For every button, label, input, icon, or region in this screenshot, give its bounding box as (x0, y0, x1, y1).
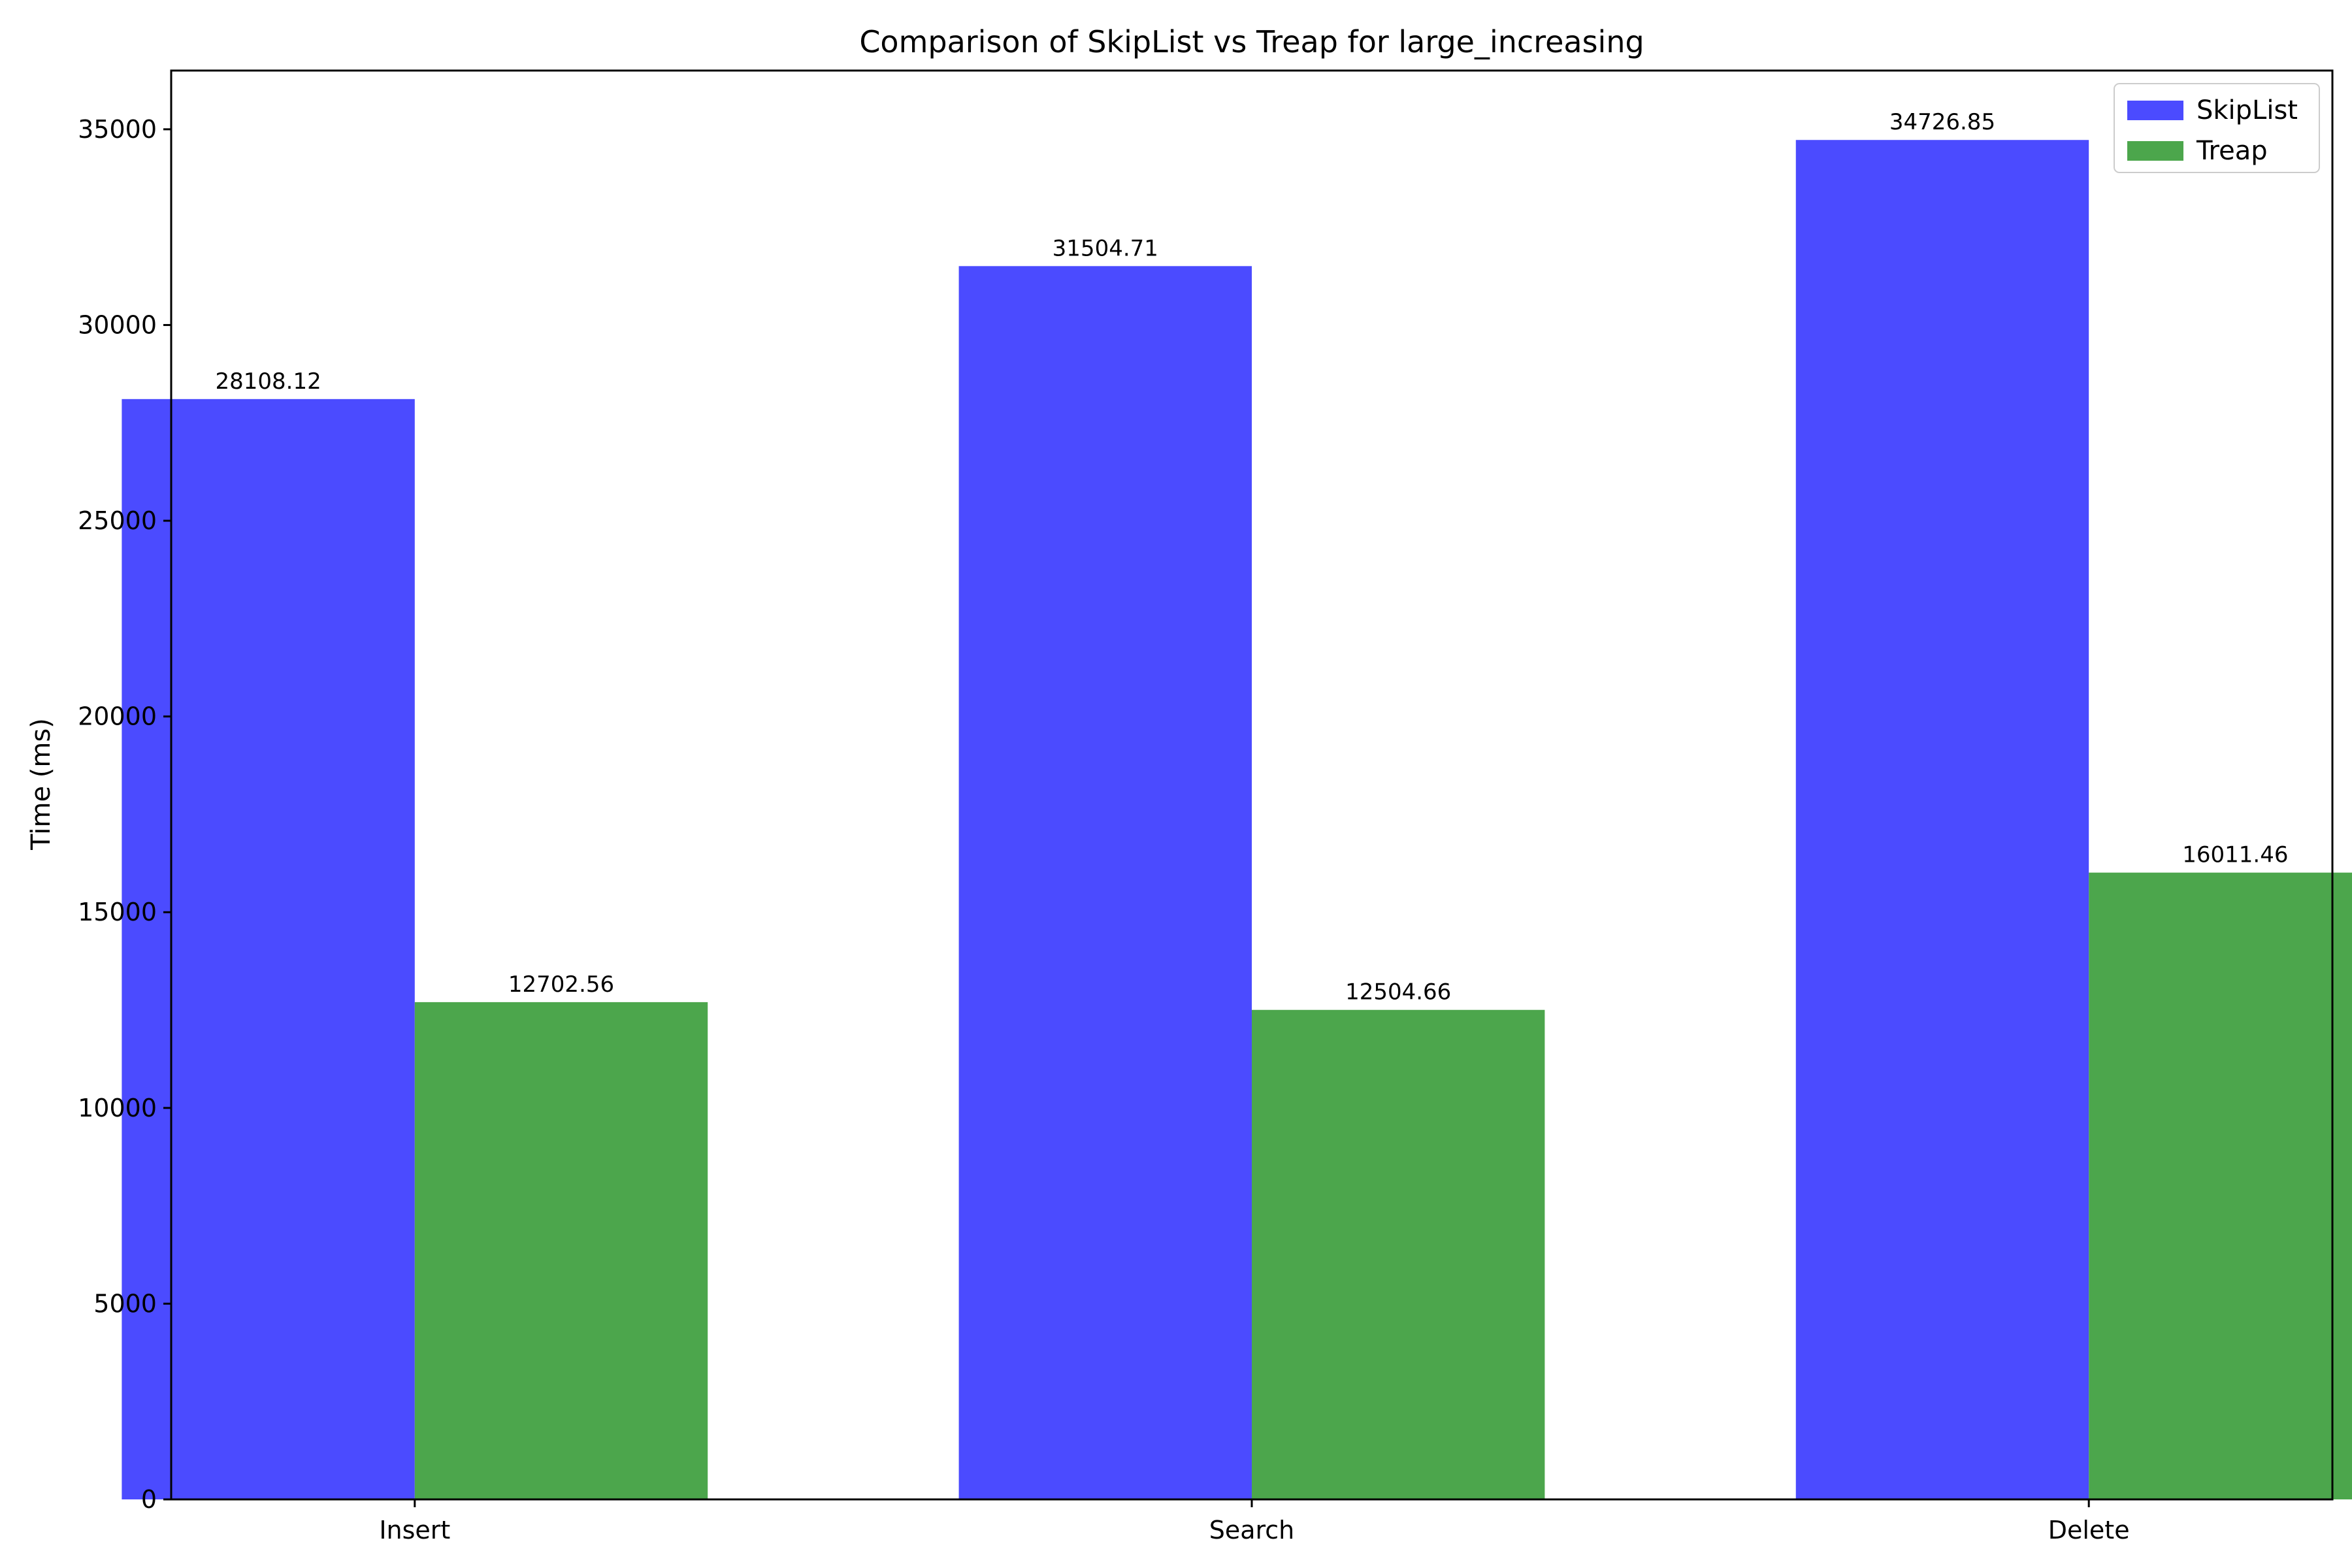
x-tick-label-search: Search (1209, 1516, 1295, 1544)
data-labels-layer: 28108.12 31504.71 34726.85 12702.56 12504.66… (215, 109, 2288, 1005)
legend-label-skiplist: SkipList (2197, 95, 2298, 125)
y-tick-label: 35000 (78, 115, 157, 144)
data-label-treap-search: 12504.66 (1345, 979, 1451, 1005)
bar-treap-insert (414, 1002, 708, 1499)
legend-swatch-skiplist (2127, 101, 2183, 120)
bar-skiplist-search (958, 266, 1252, 1499)
y-tick-label: 25000 (78, 506, 157, 535)
x-tick-label-insert: Insert (379, 1516, 450, 1544)
chart-title: Comparison of SkipList vs Treap for larg… (859, 24, 1644, 59)
data-label-skiplist-insert: 28108.12 (215, 368, 321, 395)
legend-label-treap: Treap (2196, 136, 2268, 166)
y-tick-label: 10000 (78, 1094, 157, 1122)
x-tick-label-delete: Delete (2048, 1516, 2130, 1544)
axes-layer: 0 5000 10000 15000 20000 25000 30000 35000 Inser… (78, 69, 2334, 1544)
y-axis-label: Time (ms) (26, 718, 56, 851)
data-label-treap-insert: 12702.56 (508, 972, 614, 998)
legend-swatch-treap (2127, 141, 2183, 161)
bar-treap-search (1252, 1009, 1545, 1499)
data-label-treap-delete: 16011.46 (2182, 842, 2288, 868)
y-tick-label: 5000 (93, 1289, 157, 1318)
y-tick-label: 0 (141, 1485, 157, 1514)
bar-skiplist-insert (122, 399, 415, 1500)
bars-layer (122, 140, 2352, 1500)
y-tick-label: 30000 (78, 310, 157, 339)
y-tick-label: 15000 (78, 898, 157, 926)
bar-skiplist-delete (1795, 140, 2089, 1500)
data-label-skiplist-search: 31504.71 (1053, 235, 1158, 261)
y-tick-label: 20000 (78, 702, 157, 731)
data-label-skiplist-delete: 34726.85 (1889, 109, 1995, 135)
legend: SkipList Treap (2114, 83, 2320, 173)
bar-treap-delete (2089, 872, 2352, 1499)
